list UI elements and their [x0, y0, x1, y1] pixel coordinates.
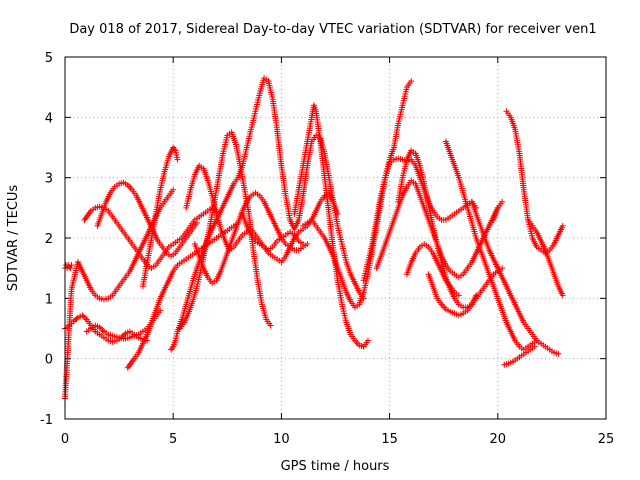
data-point — [364, 337, 371, 344]
data-point — [99, 327, 106, 334]
y-tick-label: 5 — [45, 51, 53, 66]
data-point — [68, 262, 75, 269]
data-point — [79, 312, 86, 319]
data-point — [304, 241, 311, 248]
x-tick-label: 20 — [490, 432, 507, 447]
data-point — [96, 324, 103, 331]
data-point — [531, 343, 538, 350]
series-sat-08 — [139, 144, 181, 290]
data-point — [121, 331, 128, 338]
x-tick-label: 0 — [61, 432, 69, 447]
series-sat-27 — [525, 216, 566, 299]
y-tick-labels: -1 0 1 2 3 4 5 — [40, 51, 53, 428]
x-tick-label: 15 — [381, 432, 398, 447]
x-tick-label: 25 — [598, 432, 615, 447]
y-tick-label: 4 — [45, 111, 53, 126]
data-point — [499, 198, 506, 205]
data-point — [73, 315, 80, 322]
data-point — [559, 292, 566, 299]
chart-title: Day 018 of 2017, Sidereal Day-to-day VTE… — [69, 22, 596, 37]
data-points-layer — [62, 75, 566, 402]
y-tick-label: 2 — [45, 232, 53, 247]
series-sat-28 — [62, 259, 81, 402]
series-sat-25 — [501, 343, 538, 368]
data-point — [473, 292, 480, 299]
data-point — [82, 315, 89, 322]
data-point — [455, 292, 462, 299]
series-sat-26 — [503, 108, 566, 257]
y-tick-label: 1 — [45, 292, 53, 307]
series-sat-16 — [300, 78, 415, 311]
data-point — [555, 350, 562, 357]
series-sat-22 — [442, 138, 540, 353]
series-sat-23 — [468, 198, 562, 357]
data-point — [74, 259, 81, 266]
series-sat-24 — [490, 198, 506, 223]
data-point — [408, 78, 415, 85]
y-tick-label: 3 — [45, 172, 53, 187]
x-tick-label: 5 — [169, 432, 177, 447]
y-tick-label: -1 — [40, 413, 53, 428]
data-point — [174, 156, 181, 163]
data-point — [194, 219, 201, 226]
series-sat-21 — [425, 271, 480, 319]
y-axis-label: SDTVAR / TECUs — [6, 185, 21, 292]
data-point — [80, 313, 87, 320]
data-point — [170, 186, 177, 193]
y-tick-label: 0 — [45, 353, 53, 368]
data-point — [67, 265, 74, 272]
x-tick-labels: 0 5 10 15 20 25 — [61, 432, 614, 447]
series-sat-04 — [74, 186, 177, 303]
x-tick-label: 10 — [273, 432, 290, 447]
data-point — [98, 325, 105, 332]
series-sat-20 — [403, 241, 462, 299]
data-point — [559, 222, 566, 229]
x-axis-label: GPS time / hours — [281, 459, 390, 474]
data-point — [267, 322, 274, 329]
plot-frame — [64, 56, 607, 420]
series-sat-06 — [94, 179, 201, 260]
series-sat-12 — [191, 189, 311, 287]
